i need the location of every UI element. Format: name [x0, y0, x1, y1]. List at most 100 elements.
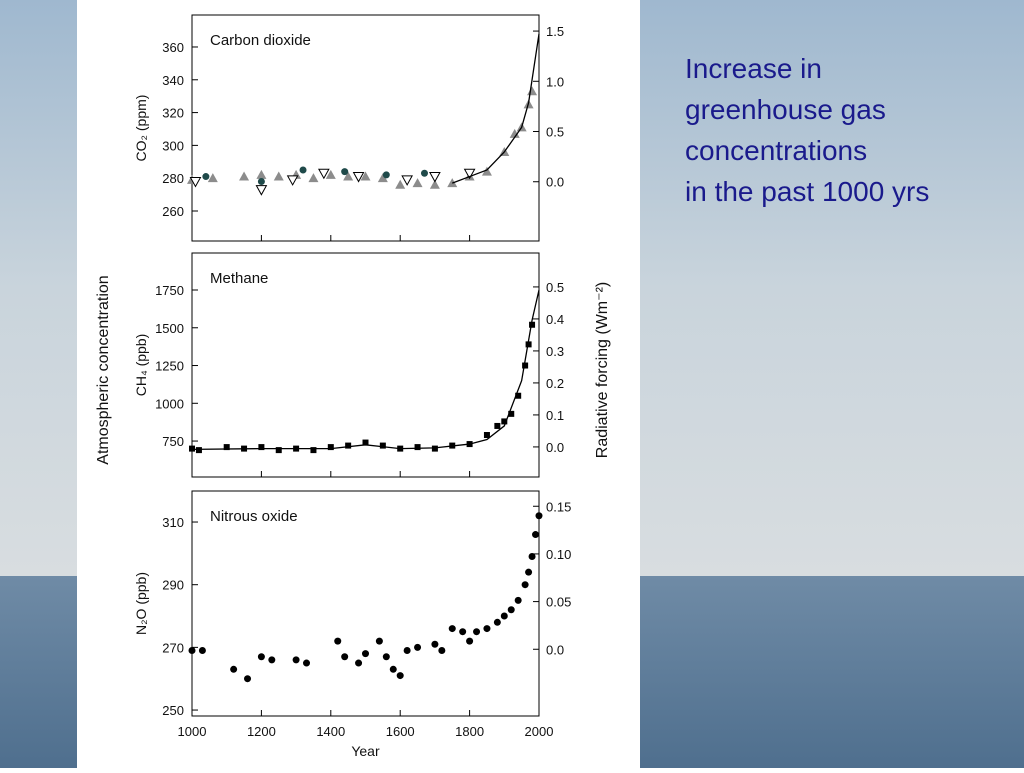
y2-tick-label: 0.0	[546, 440, 564, 455]
y-tick-label: 280	[162, 171, 184, 186]
data-point	[244, 675, 252, 683]
data-point	[230, 665, 238, 673]
panel-title: Nitrous oxide	[210, 508, 298, 525]
y-tick-label: 290	[162, 578, 184, 593]
data-point	[189, 176, 202, 188]
data-point	[239, 171, 250, 181]
data-point	[258, 444, 265, 451]
figure-panel	[77, 0, 640, 768]
y-tick-label: 250	[162, 703, 184, 718]
data-point	[481, 166, 492, 176]
y2-tick-label: 1.5	[546, 24, 564, 39]
y-tick-label: 750	[162, 434, 184, 449]
x-tick-label: 1600	[386, 724, 415, 739]
plot-frame	[191, 490, 540, 717]
data-point	[414, 444, 421, 451]
y2-tick-label: 0.3	[546, 344, 564, 359]
data-point	[308, 173, 319, 183]
x-tick-label: 1200	[247, 724, 276, 739]
data-point	[463, 168, 476, 180]
y2-tick-label: 0.0	[546, 642, 564, 657]
data-point	[500, 612, 508, 620]
plot-frame	[191, 14, 540, 242]
data-point	[345, 442, 352, 449]
data-point	[377, 173, 388, 183]
data-point	[327, 444, 334, 451]
trend-line	[452, 33, 540, 184]
data-point	[202, 173, 210, 181]
data-point	[341, 653, 349, 661]
charts: Atmospheric concentration Radiative forci…	[95, 14, 611, 759]
data-point	[396, 672, 404, 680]
slide-text-line: greenhouse gas	[685, 94, 886, 125]
y2-tick-label: 0.5	[546, 125, 564, 140]
x-tick-label: 1400	[316, 724, 345, 739]
data-point	[360, 171, 371, 181]
shared-y-label: Atmospheric concentration	[95, 275, 112, 464]
y-tick-label: 1000	[155, 396, 184, 411]
y2-tick-label: 0.2	[546, 376, 564, 391]
data-point	[522, 362, 529, 369]
y-tick-label: 260	[162, 204, 184, 219]
plot-frame	[191, 252, 540, 478]
data-point	[535, 512, 543, 520]
data-point	[401, 175, 413, 186]
data-point	[532, 531, 540, 539]
data-point	[525, 568, 533, 576]
data-point	[343, 171, 354, 181]
data-point	[310, 447, 317, 454]
data-point	[494, 422, 501, 429]
data-point	[292, 656, 300, 664]
x-tick-label: 1800	[455, 724, 484, 739]
data-point	[268, 656, 276, 664]
data-point	[256, 169, 267, 179]
x-tick-label: 1000	[178, 724, 207, 739]
data-point	[189, 445, 195, 452]
data-point	[207, 173, 218, 183]
data-point	[509, 128, 520, 138]
data-point	[257, 177, 265, 185]
data-point	[375, 637, 383, 645]
y-tick-label: 270	[162, 640, 184, 655]
shared-y2-label: Radiative forcing (Wm⁻²)	[594, 282, 611, 458]
trend-line	[191, 289, 540, 451]
y-tick-label: 1250	[155, 359, 184, 374]
data-point	[382, 171, 390, 179]
data-point	[438, 647, 446, 655]
data-point	[389, 665, 397, 673]
y2-tick-label: 0.0	[546, 175, 564, 190]
data-point	[528, 552, 536, 560]
data-point	[515, 392, 522, 399]
data-point	[303, 659, 311, 667]
y2-tick-label: 0.1	[546, 408, 564, 423]
y2-tick-label: 0.5	[546, 280, 564, 295]
data-point	[198, 647, 206, 655]
data-point	[257, 653, 265, 661]
data-point	[352, 172, 365, 183]
y2-tick-label: 0.15	[546, 499, 571, 514]
y-axis-label: N₂O (ppb)	[133, 572, 149, 635]
data-point	[459, 628, 467, 636]
data-point	[412, 178, 423, 188]
data-point	[334, 637, 342, 645]
data-point	[318, 168, 330, 180]
data-point	[188, 647, 196, 655]
panel-title: Methane	[210, 270, 268, 287]
data-point	[431, 445, 438, 452]
y-axis-label: CH₄ (ppb)	[133, 334, 149, 397]
data-point	[362, 439, 369, 446]
y2-tick-label: 0.10	[546, 547, 571, 562]
data-point	[514, 596, 522, 604]
data-point	[255, 185, 268, 196]
y2-tick-label: 0.05	[546, 595, 571, 610]
y-tick-label: 320	[162, 106, 184, 121]
data-point	[508, 410, 515, 417]
data-point	[525, 341, 532, 348]
data-point	[355, 659, 363, 667]
y-axis-label: CO₂ (ppm)	[133, 95, 149, 162]
y-tick-label: 1750	[155, 283, 184, 298]
data-point	[431, 640, 439, 648]
data-point	[507, 606, 515, 614]
data-point	[529, 321, 536, 328]
